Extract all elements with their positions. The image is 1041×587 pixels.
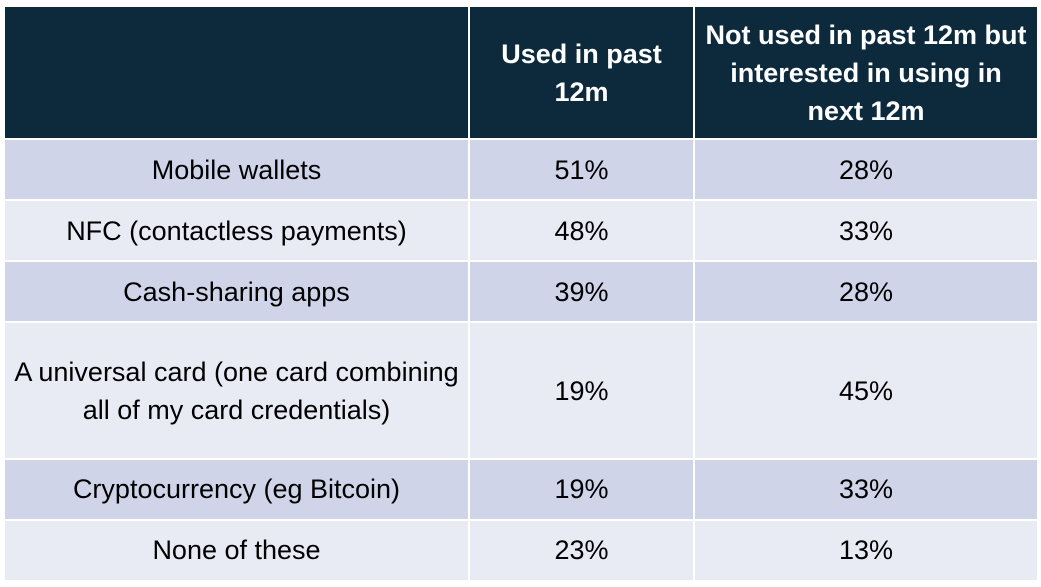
used-value: 48% bbox=[468, 199, 695, 263]
row-label: Cryptocurrency (eg Bitcoin) bbox=[3, 457, 470, 521]
header-interested-next-12m: Not used in past 12m but interested in u… bbox=[693, 5, 1039, 140]
interested-value: 28% bbox=[693, 260, 1039, 324]
used-value: 23% bbox=[468, 518, 695, 583]
table-row: Cryptocurrency (eg Bitcoin) 19% 33% bbox=[3, 457, 1039, 521]
used-value: 19% bbox=[468, 457, 695, 521]
row-label: None of these bbox=[3, 518, 470, 583]
header-used-past-12m: Used in past 12m bbox=[468, 5, 695, 140]
interested-value: 33% bbox=[693, 199, 1039, 263]
table-row: A universal card (one card combining all… bbox=[3, 321, 1039, 460]
used-value: 51% bbox=[468, 137, 695, 202]
payment-methods-table: Used in past 12m Not used in past 12m bu… bbox=[3, 5, 1039, 583]
interested-value: 33% bbox=[693, 457, 1039, 521]
row-label: A universal card (one card combining all… bbox=[3, 321, 470, 460]
used-value: 19% bbox=[468, 321, 695, 460]
row-label: Cash-sharing apps bbox=[3, 260, 470, 324]
row-label: NFC (contactless payments) bbox=[3, 199, 470, 263]
header-empty-cell bbox=[3, 5, 470, 140]
interested-value: 13% bbox=[693, 518, 1039, 583]
interested-value: 28% bbox=[693, 137, 1039, 202]
table-row: NFC (contactless payments) 48% 33% bbox=[3, 199, 1039, 263]
table-row: None of these 23% 13% bbox=[3, 518, 1039, 583]
table-row: Cash-sharing apps 39% 28% bbox=[3, 260, 1039, 324]
row-label: Mobile wallets bbox=[3, 137, 470, 202]
interested-value: 45% bbox=[693, 321, 1039, 460]
header-row: Used in past 12m Not used in past 12m bu… bbox=[3, 5, 1039, 140]
used-value: 39% bbox=[468, 260, 695, 324]
table-row: Mobile wallets 51% 28% bbox=[3, 137, 1039, 202]
